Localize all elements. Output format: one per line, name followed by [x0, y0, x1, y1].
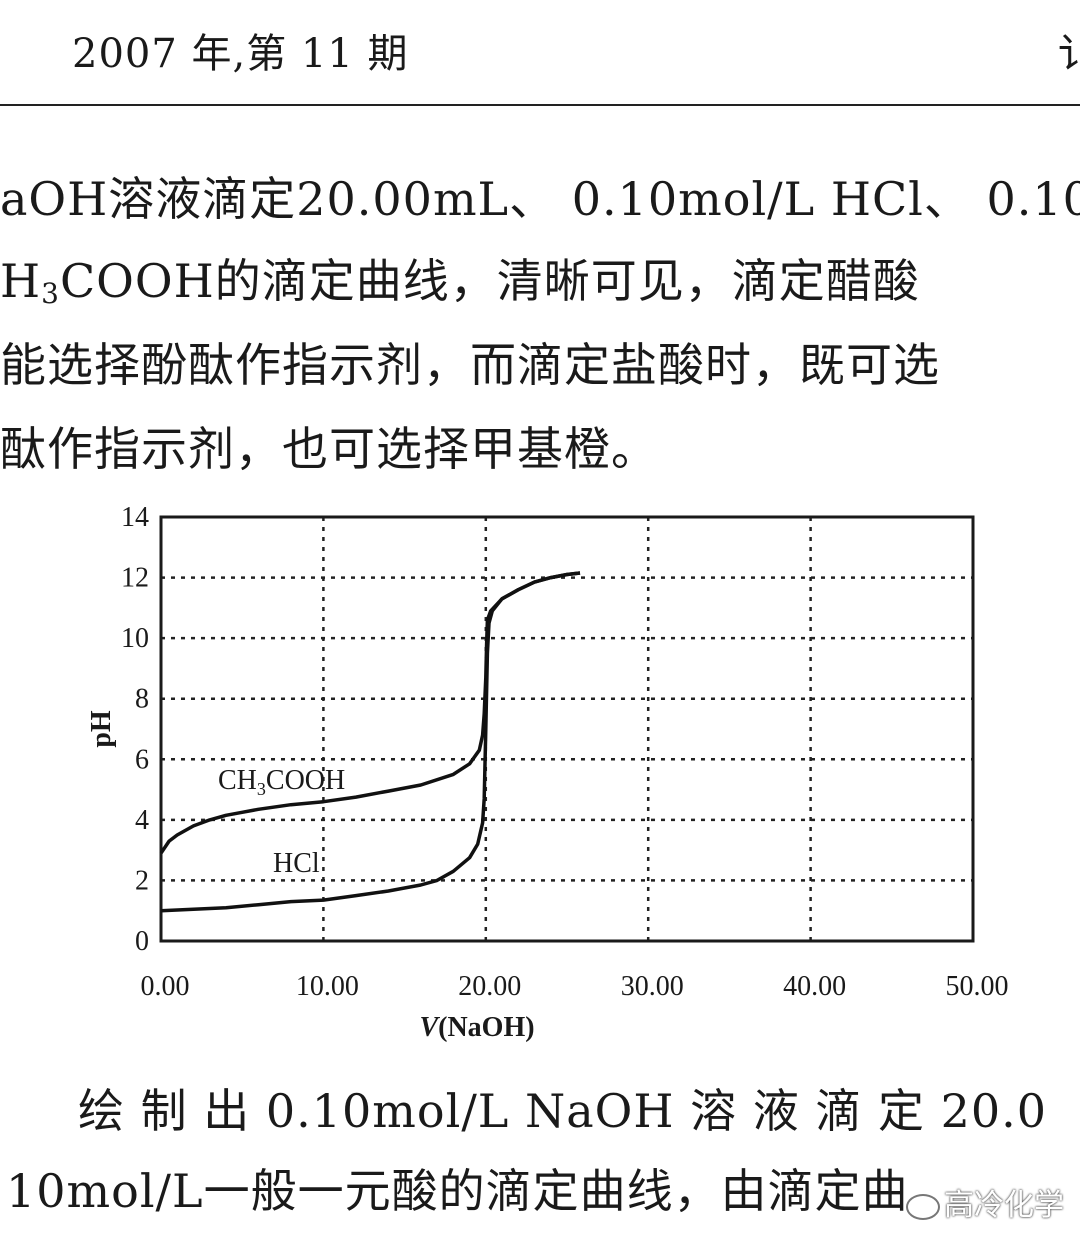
plot-frame [159, 515, 975, 943]
y-tick-label: 12 [121, 563, 149, 594]
x-axis-label: V(NaOH) [419, 1012, 534, 1043]
x-tick-label: 20.00 [458, 971, 521, 1002]
intro-line-2: H3COOH的滴定曲线，清晰可见，滴定醋酸 [0, 258, 920, 308]
series-label-hcl: HCl [273, 848, 320, 879]
y-tick-label: 10 [121, 623, 149, 654]
y-tick-labels: 0 2 4 6 8 10 12 14 [121, 502, 149, 957]
y-tick-label: 0 [135, 926, 149, 957]
chart-grid [161, 517, 973, 941]
body2-line-1: 绘 制 出 0.10mol/L NaOH 溶 液 滴 定 20.0 [78, 1084, 1048, 1138]
y-tick-label: 8 [135, 684, 149, 715]
y-tick-label: 14 [121, 502, 149, 533]
intro-paragraph: aOH溶液滴定20.00mL、 0.10mol/L HCl、 0.10 H3CO… [0, 150, 1080, 490]
x-tick-label: 50.00 [946, 971, 1009, 1002]
x-tick-label: 0.00 [141, 971, 190, 1002]
header-right-fragment: 讠 [1058, 31, 1080, 77]
x-tick-label: 40.00 [783, 971, 846, 1002]
body2-line-2: 10mol/L一般一元酸的滴定曲线，由滴定曲 [6, 1168, 909, 1214]
titration-chart: 0 2 4 6 8 10 12 14 0.00 10.00 20.00 30.00 40.00 50.0… [86, 502, 1009, 1043]
watermark-text: 高冷化学 [944, 1188, 1064, 1223]
issue-label: 2007 年,第 11 期 [72, 31, 409, 77]
x-tick-label: 10.00 [296, 971, 359, 1002]
wechat-icon [906, 1193, 940, 1220]
x-axis-label-rest: (NaOH) [438, 1012, 534, 1043]
intro-line-4: 酞作指示剂，也可选择甲基橙。 [0, 422, 658, 476]
intro-line-2-sub: 3 [41, 277, 60, 310]
y-tick-label: 6 [135, 744, 149, 775]
x-tick-label: 30.00 [621, 971, 684, 1002]
ch3cooh-label-pre: CH [218, 765, 257, 796]
y-tick-label: 4 [135, 805, 149, 836]
page-header: 2007 年,第 11 期 讠 [0, 0, 1080, 106]
intro-line-1: aOH溶液滴定20.00mL、 0.10mol/L HCl、 0.10 [0, 172, 1080, 226]
ch3cooh-label-post: COOH [266, 765, 345, 796]
x-tick-labels: 0.00 10.00 20.00 30.00 40.00 50.00 [141, 971, 1009, 1002]
watermark: 高冷化学 [906, 1180, 1064, 1224]
series-line-ch3cooh [159, 571, 581, 855]
y-axis-label: pH [86, 710, 117, 748]
series-lines [159, 571, 581, 913]
y-tick-label: 2 [135, 865, 149, 896]
body2-line-2-post: 滴定曲 [767, 1164, 909, 1218]
intro-line-2-pre: H [0, 254, 42, 308]
series-label-ch3cooh: CH3COOH [218, 765, 345, 799]
intro-line-3: 能选择酚酞作指示剂，而滴定盐酸时，既可选 [0, 338, 940, 392]
intro-line-2-post: COOH的滴定曲线，清晰可见，滴定醋酸 [59, 254, 920, 308]
series-line-hcl [160, 571, 581, 913]
x-axis-label-var: V [419, 1012, 440, 1043]
body2-line-2-pre: 10mol/L一般一元酸的滴定曲线，由 [6, 1164, 768, 1218]
body-paragraph-2: 绘 制 出 0.10mol/L NaOH 溶 液 滴 定 20.0 10mol/… [0, 1068, 1080, 1239]
ch3cooh-label-sub: 3 [257, 779, 266, 799]
